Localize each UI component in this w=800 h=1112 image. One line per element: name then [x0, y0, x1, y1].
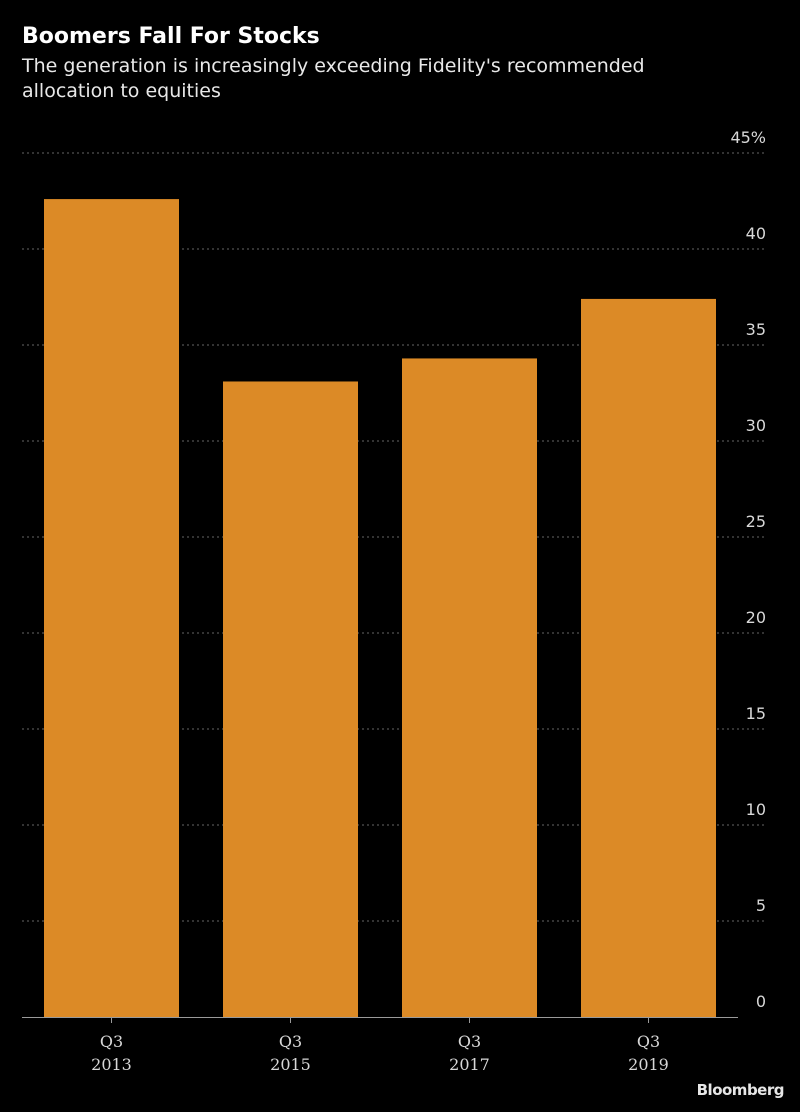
y-tick-label: 0: [756, 992, 766, 1011]
y-tick-label: 15: [746, 704, 766, 723]
y-tick-label: 25: [746, 512, 766, 531]
x-tick-label-year: 2017: [449, 1055, 490, 1074]
chart-title: Boomers Fall For Stocks: [22, 24, 320, 49]
x-axis-tick-labels: Q3 2013 Q3 2015 Q3 2017 Q3 2019: [91, 1032, 669, 1074]
bar-2013: [44, 199, 179, 1017]
y-tick-label: 45%: [730, 128, 766, 147]
y-tick-label: 35: [746, 320, 766, 339]
y-tick-label: 5: [756, 896, 766, 915]
y-tick-label: 30: [746, 416, 766, 435]
x-tick-label-year: 2015: [270, 1055, 311, 1074]
x-tick-label-quarter: Q3: [458, 1032, 481, 1051]
x-tick-label-quarter: Q3: [637, 1032, 660, 1051]
bar-2015: [223, 381, 358, 1018]
x-tick-label-quarter: Q3: [100, 1032, 123, 1051]
x-tick-label-year: 2019: [628, 1055, 669, 1074]
x-axis: [22, 1017, 738, 1023]
bar-2017: [402, 358, 537, 1017]
bar-2019: [581, 298, 716, 1017]
y-tick-label: 10: [746, 800, 766, 819]
y-tick-label: 40: [746, 224, 766, 243]
x-tick-label-quarter: Q3: [279, 1032, 302, 1051]
y-axis-tick-labels: 0 5 10 15 20 25 30 35 40 45%: [730, 128, 766, 1011]
chart-subtitle: The generation is increasingly exceeding…: [22, 55, 645, 102]
x-tick-label-year: 2013: [91, 1055, 132, 1074]
source-logo: Bloomberg: [696, 1081, 785, 1099]
y-tick-label: 20: [746, 608, 766, 627]
bars: [44, 199, 716, 1018]
